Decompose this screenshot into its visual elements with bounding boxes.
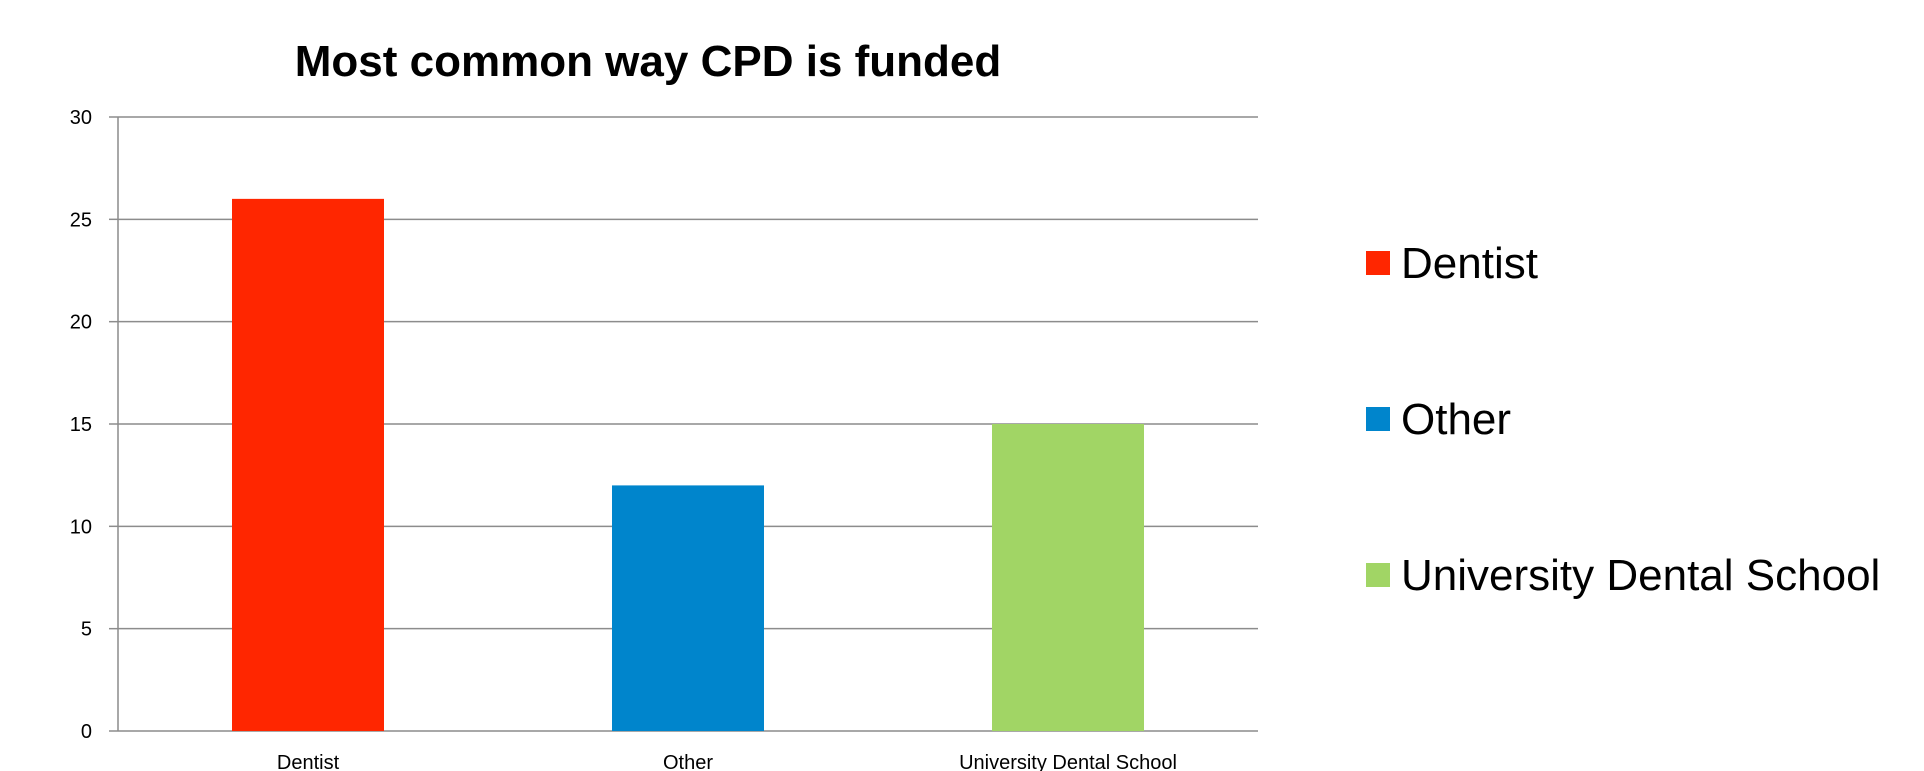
bar-university-dental-school — [992, 424, 1144, 731]
bars — [232, 198, 1144, 731]
bar-other — [612, 485, 764, 731]
chart-title: Most common way CPD is funded — [295, 37, 1002, 86]
y-tick-label: 0 — [81, 721, 92, 743]
legend-swatch — [1366, 563, 1390, 587]
bar-dentist — [232, 198, 384, 731]
legend-swatch — [1366, 251, 1390, 275]
axis: 0 5 10 15 20 25 30 — [70, 107, 119, 743]
x-axis-labels: Dentist Other University Dental School — [277, 752, 1177, 771]
x-tick-label: University Dental School — [959, 752, 1177, 771]
y-tick-label: 20 — [70, 312, 92, 334]
y-tick-label: 30 — [70, 107, 92, 129]
y-tick-label: 5 — [81, 619, 92, 641]
legend-label: University Dental School — [1401, 551, 1880, 600]
legend-label: Other — [1401, 395, 1511, 444]
legend: Dentist Other University Dental School — [1366, 239, 1880, 600]
legend-swatch — [1366, 407, 1390, 431]
legend-label: Dentist — [1401, 239, 1538, 288]
x-tick-label: Dentist — [277, 752, 340, 771]
y-tick-label: 10 — [70, 516, 92, 538]
y-tick-label: 15 — [70, 414, 92, 436]
y-tick-label: 25 — [70, 209, 92, 231]
x-tick-label: Other — [663, 752, 713, 771]
